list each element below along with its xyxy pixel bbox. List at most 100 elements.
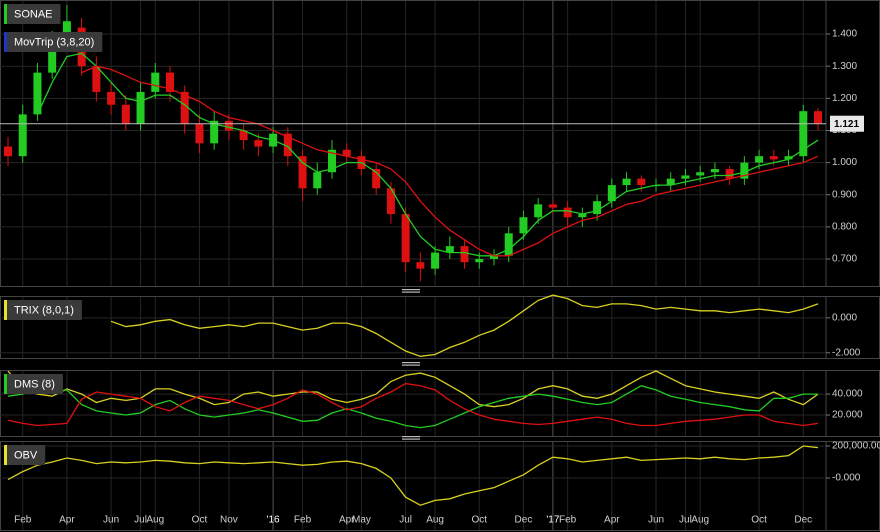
legend-label: TRIX (8,0,1): [14, 304, 74, 316]
candle-body: [298, 156, 307, 189]
candle-body: [725, 169, 734, 179]
candle-body: [342, 149, 351, 157]
candle-body: [313, 172, 322, 189]
candle-body: [33, 72, 42, 115]
resize-handle[interactable]: [402, 364, 420, 366]
resize-handle[interactable]: [402, 436, 420, 438]
candle-body: [92, 66, 101, 92]
candle-body: [18, 114, 27, 157]
x-tick-label: Jul: [134, 515, 147, 526]
candle-body: [799, 111, 808, 157]
candle-body: [136, 91, 145, 125]
x-tick-label: Oct: [192, 515, 208, 526]
legend-label: OBV: [14, 449, 38, 461]
legend-item: OBV: [4, 445, 46, 465]
x-tick-label: Dec: [794, 515, 812, 526]
legend-label: SONAE: [14, 8, 53, 20]
x-tick-label: Jun: [648, 515, 664, 526]
legend-box: [4, 300, 82, 320]
candle-body: [48, 40, 57, 73]
y-tick-label: -0.000: [832, 473, 861, 484]
y-tick-label: 1.300: [832, 61, 857, 72]
candle-body: [563, 207, 572, 218]
x-tick-label: Nov: [220, 515, 238, 526]
candle-body: [622, 178, 631, 186]
candle-body: [239, 130, 248, 141]
candle-body: [740, 162, 749, 179]
legend-box: [4, 32, 103, 52]
y-tick-label: 1.000: [832, 157, 857, 168]
y-tick-label: 1.400: [832, 29, 857, 40]
x-tick-label: Feb: [559, 515, 577, 526]
series-line: [7, 382, 819, 427]
x-tick-label: Dec: [515, 515, 533, 526]
x-tick-label: Aug: [426, 515, 444, 526]
x-tick-label: Aug: [691, 515, 709, 526]
resize-handle[interactable]: [402, 438, 420, 440]
x-tick-label: '16: [267, 515, 280, 526]
candle-body: [195, 124, 204, 144]
legend-swatch: [4, 300, 7, 320]
candle-body: [490, 255, 498, 260]
x-tick-label: Oct: [751, 515, 767, 526]
panel-separators: [402, 289, 420, 440]
candle-body: [210, 120, 219, 144]
last-price-label: 1.121: [834, 119, 859, 130]
candle-body: [548, 204, 557, 208]
candle-body: [386, 188, 395, 215]
candle-body: [372, 169, 381, 189]
legend-box: [4, 374, 63, 394]
resize-handle[interactable]: [402, 291, 420, 293]
candle-body: [4, 146, 12, 157]
y-tick-label: 0.800: [832, 222, 857, 233]
candle-body: [696, 172, 705, 176]
candle-body: [401, 214, 410, 263]
candle-body: [769, 156, 778, 160]
candle-body: [710, 169, 719, 173]
legend-swatch: [4, 32, 7, 52]
candle-body: [62, 21, 71, 41]
candle-body: [224, 120, 233, 131]
candle-body: [445, 246, 454, 253]
series-line: [7, 370, 819, 408]
candle-body: [607, 185, 616, 202]
legend-item: MovTrip (3,8,20): [4, 32, 103, 52]
candle-body: [254, 140, 263, 147]
legend-swatch: [4, 4, 7, 24]
candle-body: [180, 91, 189, 125]
series-line: [7, 385, 818, 429]
series-line: [110, 294, 819, 357]
legend-label: DMS (8): [14, 378, 55, 390]
x-tick-label: Jul: [679, 515, 692, 526]
candle-body: [666, 178, 675, 186]
candle-body: [814, 111, 822, 124]
series-line: [7, 445, 819, 506]
resize-handle[interactable]: [402, 289, 420, 291]
legend-item: SONAE: [4, 4, 61, 24]
y-tick-label: 0.700: [832, 254, 857, 265]
y-tick-label: 0.900: [832, 189, 857, 200]
resize-handle[interactable]: [402, 362, 420, 364]
legend-box: [4, 445, 46, 465]
legend-swatch: [4, 374, 7, 394]
candle-body: [121, 104, 130, 125]
legend-item: TRIX (8,0,1): [4, 300, 82, 320]
legend-label: MovTrip (3,8,20): [14, 36, 94, 48]
candle-body: [784, 156, 793, 160]
candle-body: [283, 133, 292, 157]
candle-body: [328, 149, 336, 173]
x-tick-label: Apr: [339, 515, 355, 526]
y-tick-label: 20.000: [832, 410, 863, 421]
candle-body: [416, 262, 425, 269]
legend-item: DMS (8): [4, 374, 63, 394]
candle-body: [755, 156, 764, 163]
candle-body: [578, 214, 587, 218]
y-tick-label: 40.000: [832, 389, 863, 400]
last-price-box: [830, 115, 864, 132]
x-tick-label: Jun: [103, 515, 119, 526]
candle-body: [460, 246, 469, 263]
candle-body: [107, 91, 116, 105]
